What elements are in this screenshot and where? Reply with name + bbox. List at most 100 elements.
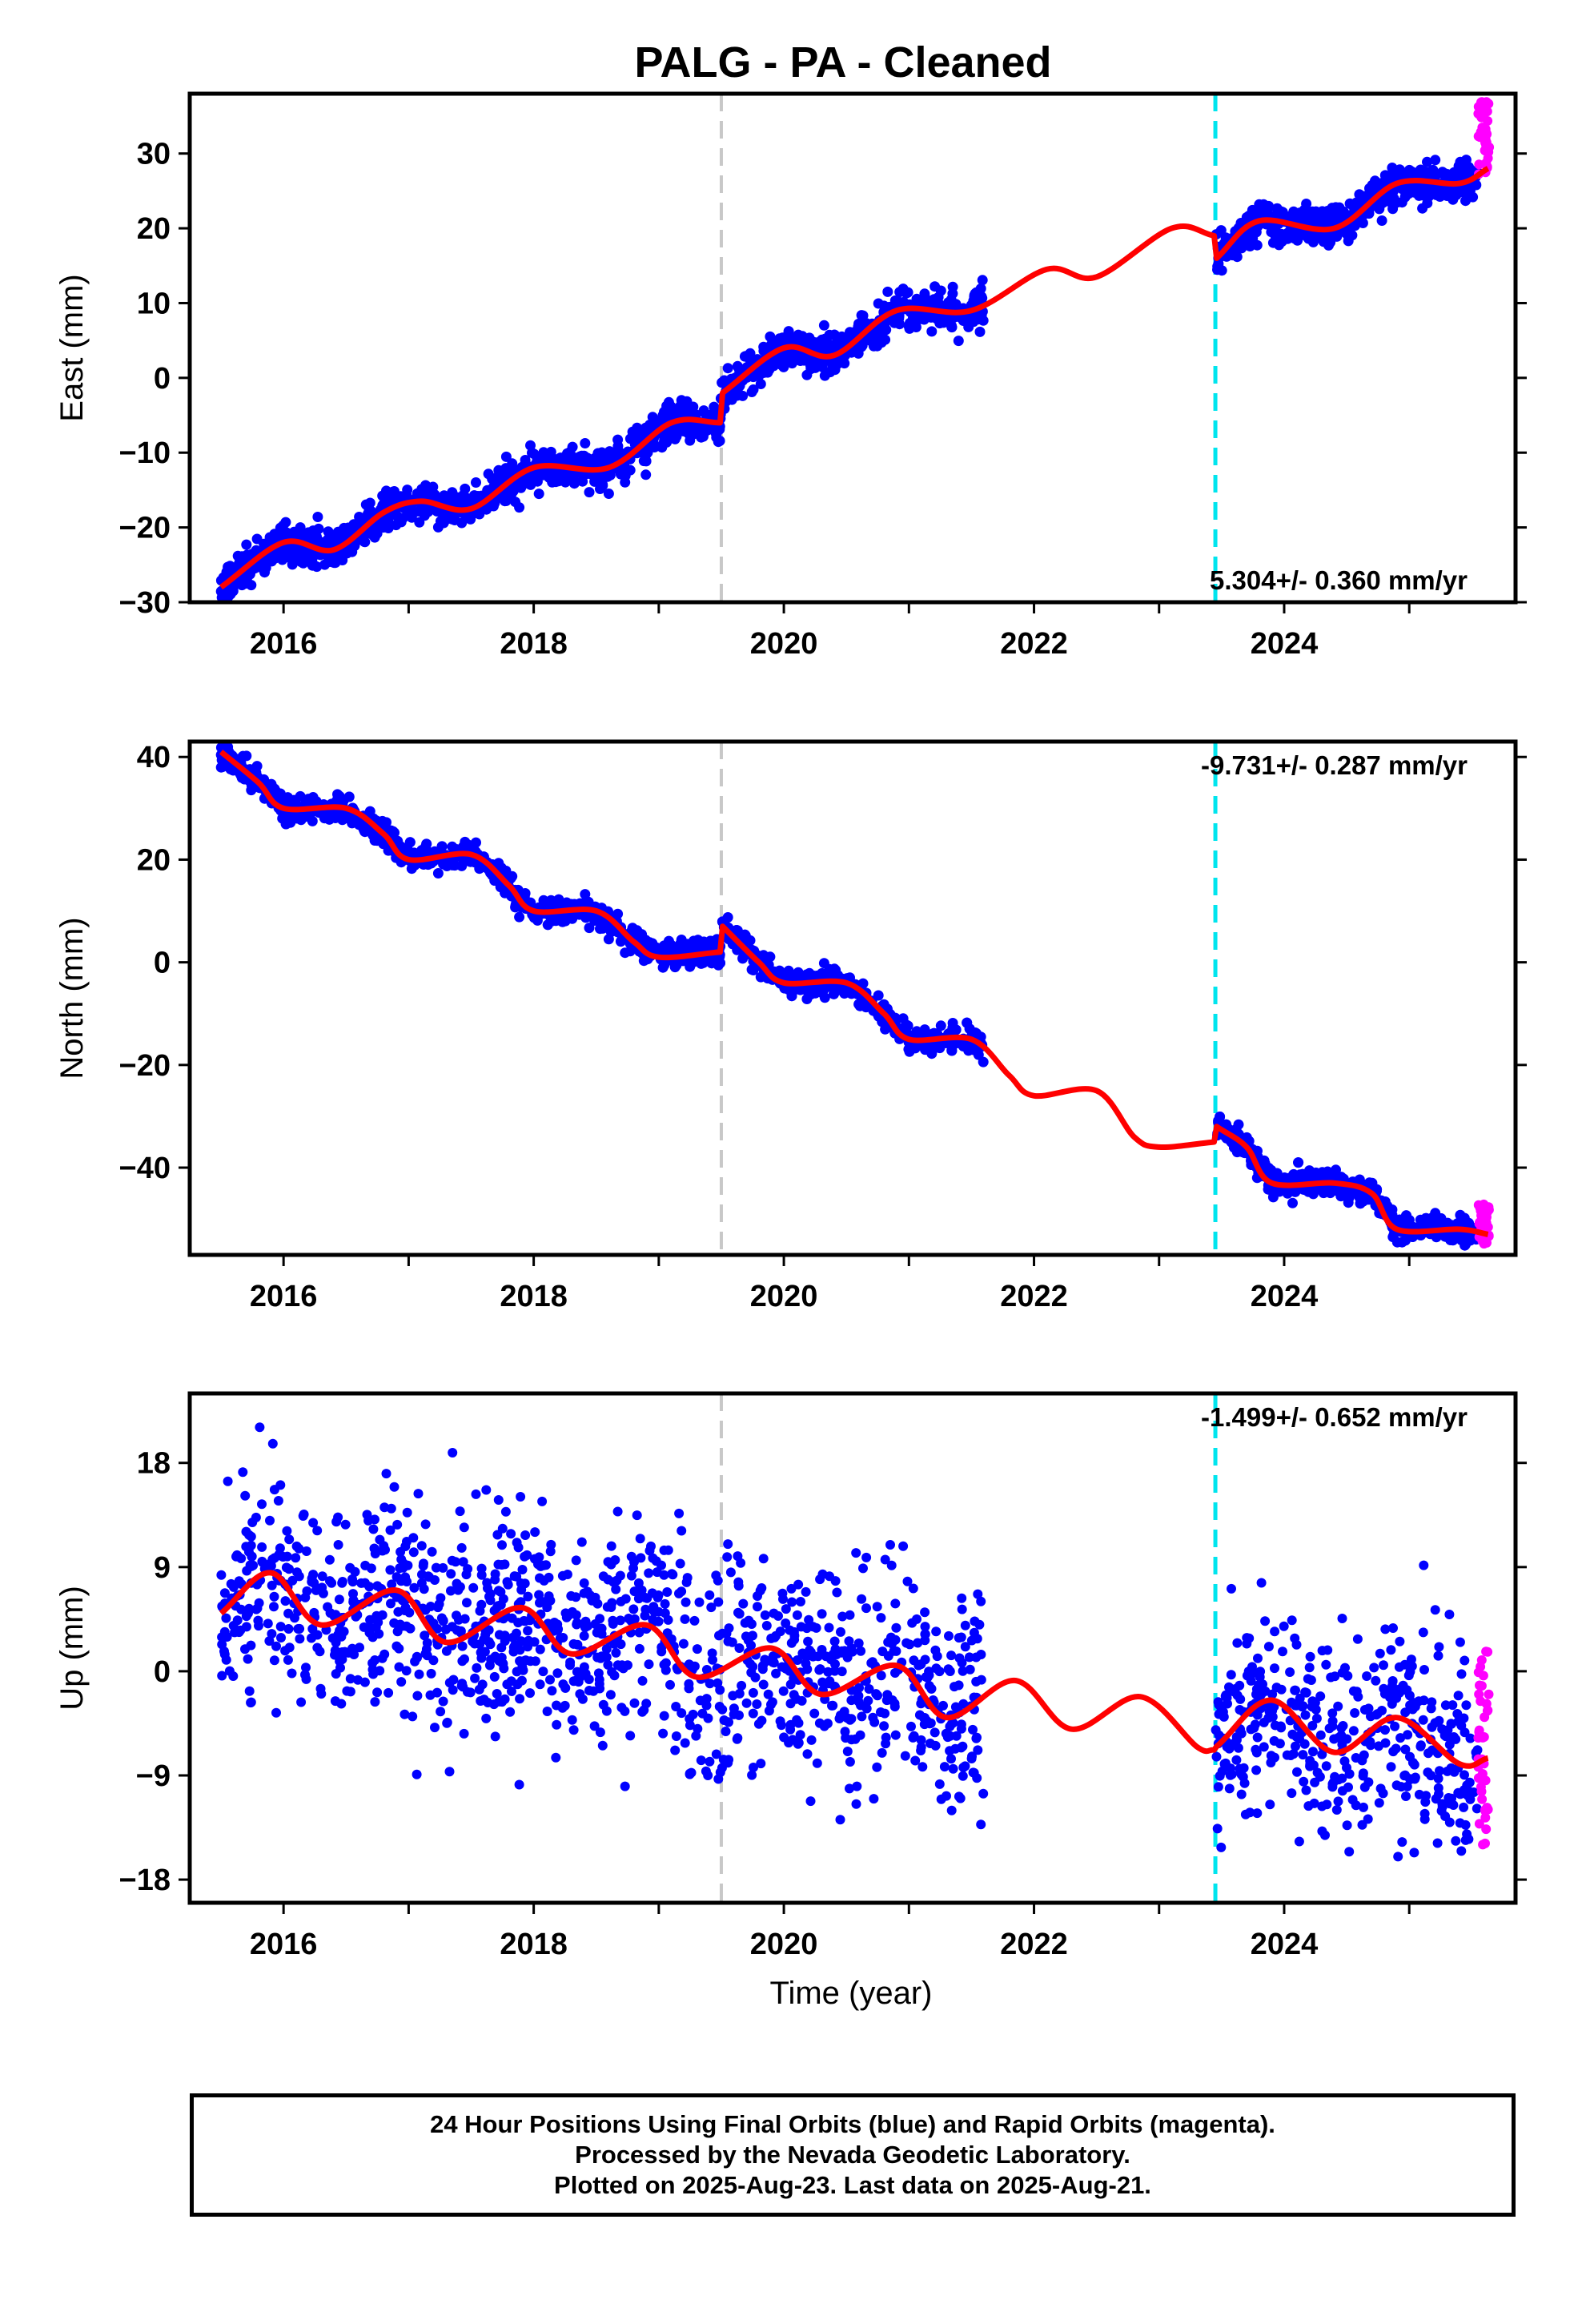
final-orbit-point — [904, 323, 915, 334]
final-orbit-point — [765, 331, 776, 342]
final-orbit-point — [481, 1485, 492, 1495]
final-orbit-point — [856, 1646, 866, 1656]
rapid-orbit-point — [1481, 97, 1492, 107]
final-orbit-point — [1300, 1710, 1311, 1720]
final-orbit-point — [364, 497, 375, 509]
y-tick-label: 10 — [137, 287, 171, 320]
final-orbit-point — [538, 447, 549, 458]
final-orbit-point — [419, 1584, 429, 1594]
final-orbit-point — [1306, 1168, 1317, 1179]
final-orbit-point — [958, 316, 969, 326]
final-orbit-point — [810, 971, 821, 982]
final-orbit-point — [1403, 1730, 1413, 1740]
final-orbit-point — [432, 521, 444, 533]
final-orbit-point — [1357, 218, 1368, 228]
final-orbit-point — [283, 1624, 294, 1634]
final-orbit-point — [739, 351, 750, 362]
final-orbit-point — [1212, 264, 1223, 275]
final-orbit-point — [1439, 189, 1451, 200]
final-orbit-point — [571, 1555, 581, 1566]
final-orbit-points — [215, 742, 1483, 1251]
final-orbit-point — [472, 491, 484, 501]
final-orbit-point — [234, 557, 245, 568]
final-orbit-point — [534, 1552, 544, 1562]
final-orbit-point — [282, 1526, 292, 1536]
final-orbit-point — [1422, 156, 1432, 167]
final-orbit-point — [1333, 1796, 1343, 1807]
final-orbit-point — [1287, 1197, 1298, 1208]
final-orbit-point — [651, 416, 662, 427]
final-orbit-point — [225, 589, 236, 600]
final-orbit-point — [528, 912, 540, 923]
y-axis-label: East (mm) — [54, 274, 90, 421]
final-orbit-point — [436, 841, 448, 852]
final-orbit-point — [801, 1586, 811, 1597]
final-orbit-point — [931, 1663, 942, 1674]
final-orbit-point — [894, 319, 905, 330]
final-orbit-point — [832, 336, 843, 347]
final-orbit-point — [857, 310, 869, 321]
final-orbit-point — [626, 1570, 636, 1581]
final-orbit-point — [266, 778, 277, 790]
final-orbit-point — [406, 863, 417, 875]
final-orbit-point — [755, 379, 766, 389]
y-tick-label: −30 — [119, 586, 171, 620]
final-orbit-point — [238, 750, 248, 762]
final-orbit-point — [1456, 1846, 1467, 1856]
final-orbit-point — [1371, 1675, 1381, 1686]
final-orbit-point — [640, 469, 652, 480]
final-orbit-point — [257, 1542, 267, 1552]
final-orbit-point — [953, 336, 964, 347]
rapid-orbit-point — [1481, 137, 1492, 147]
final-orbit-point — [727, 391, 738, 402]
final-orbit-point — [1215, 1112, 1226, 1122]
final-orbit-point — [1278, 1647, 1287, 1657]
final-orbit-point — [615, 1615, 625, 1626]
final-orbit-point — [879, 1721, 889, 1731]
final-orbit-point — [837, 1667, 847, 1677]
final-orbit-point — [627, 923, 638, 934]
final-orbit-point — [831, 985, 842, 995]
final-orbit-point — [1335, 1191, 1347, 1202]
final-orbit-point — [687, 940, 697, 951]
final-orbit-point — [470, 1673, 480, 1683]
final-orbit-point — [926, 326, 938, 337]
final-orbit-points — [216, 1422, 1483, 1862]
final-orbit-point — [640, 447, 651, 457]
final-orbit-point — [1460, 163, 1472, 175]
y-tick-label: 30 — [137, 138, 171, 171]
y-tick-label: −20 — [119, 1049, 171, 1083]
final-orbit-point — [1286, 227, 1297, 238]
final-orbit-point — [595, 1727, 605, 1738]
x-tick-label: 2016 — [250, 627, 318, 661]
final-orbit-point — [432, 868, 444, 879]
final-orbit-point — [500, 451, 512, 462]
final-orbit-point — [323, 814, 335, 825]
y-tick-label: −20 — [119, 512, 171, 545]
final-orbit-point — [1315, 1730, 1326, 1740]
final-orbit-point — [257, 1499, 267, 1510]
final-orbit-point — [1216, 1842, 1227, 1852]
final-orbit-point — [747, 1770, 757, 1780]
y-tick-label: 0 — [154, 362, 171, 396]
y-tick-label: −40 — [119, 1152, 171, 1185]
final-orbit-point — [548, 453, 559, 464]
final-orbit-point — [532, 476, 543, 487]
final-orbit-point — [616, 935, 627, 946]
final-orbit-point — [535, 1644, 545, 1655]
final-orbit-point — [1430, 155, 1441, 166]
final-orbit-point — [429, 489, 440, 501]
final-orbit-point — [958, 1771, 968, 1781]
y-tick-label: 40 — [137, 741, 171, 774]
y-tick-label: 0 — [154, 947, 171, 980]
final-orbit-point — [468, 1582, 479, 1593]
final-orbit-point — [717, 1763, 727, 1773]
final-orbit-point — [269, 1655, 279, 1666]
final-orbit-point — [919, 295, 930, 306]
final-orbit-point — [1419, 1695, 1429, 1706]
final-orbit-point — [238, 1467, 248, 1478]
final-orbit-point — [1252, 1808, 1263, 1819]
final-orbit-point — [1418, 1627, 1428, 1638]
final-orbit-point — [629, 1698, 640, 1708]
